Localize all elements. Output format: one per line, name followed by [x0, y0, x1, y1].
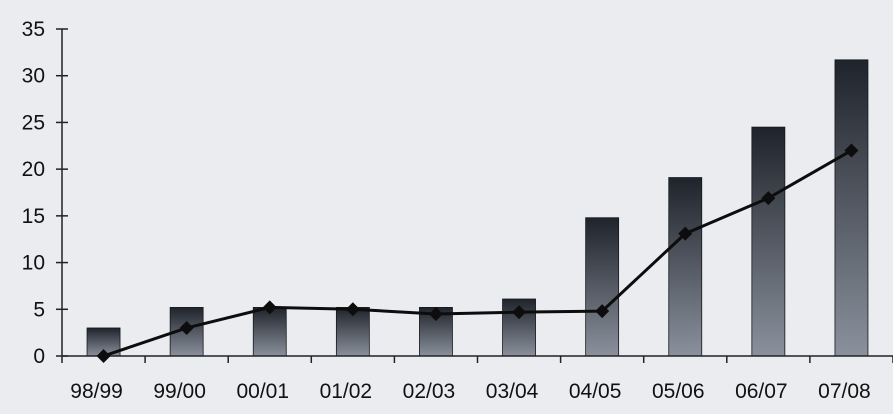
x-tick-label: 00/01 [236, 380, 289, 403]
x-tick-label: 06/07 [735, 380, 788, 403]
line-point [678, 226, 693, 241]
x-tick-label: 99/00 [153, 380, 206, 403]
bar [252, 307, 287, 357]
y-tick-label: 25 [22, 111, 45, 134]
bar [585, 217, 620, 357]
x-tick-label: 98/99 [70, 380, 123, 403]
y-tick-label: 5 [33, 298, 45, 321]
line-point [512, 305, 527, 320]
y-tick-label: 15 [22, 205, 45, 228]
bar [834, 59, 869, 357]
line-series [96, 143, 859, 363]
bar [751, 126, 786, 357]
x-tick-label: 01/02 [320, 380, 373, 403]
line-point [262, 300, 277, 315]
y-tick-label: 30 [22, 65, 45, 88]
x-tick-label: 05/06 [652, 380, 705, 403]
x-tick-label: 07/08 [818, 380, 871, 403]
x-tick-label: 03/04 [486, 380, 539, 403]
line-point [428, 306, 443, 321]
bar [668, 177, 703, 357]
y-axis: 0 5 10 15 20 25 30 35 [22, 18, 68, 368]
line-point [844, 143, 859, 158]
y-tick-label: 10 [22, 252, 45, 275]
line-path [103, 149, 853, 358]
x-axis: 98/99 99/00 00/01 01/02 02/03 03/04 04/05 05/06… [61, 355, 893, 403]
line-point [595, 304, 610, 319]
y-tick-label: 35 [22, 18, 45, 41]
y-tick-label: 20 [22, 158, 45, 181]
x-tick-label: 02/03 [403, 380, 456, 403]
line-point [761, 191, 776, 206]
line-point [96, 349, 111, 363]
line-point [345, 302, 360, 317]
line-point [179, 320, 194, 335]
y-tick-label: 0 [33, 345, 45, 368]
x-tick-label: 04/05 [569, 380, 622, 403]
